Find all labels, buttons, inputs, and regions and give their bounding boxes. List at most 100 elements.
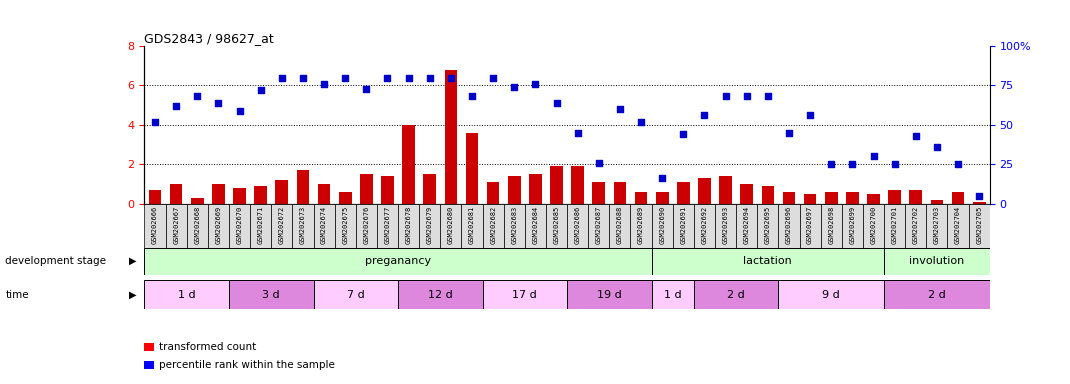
Text: GSM202698: GSM202698 xyxy=(828,206,835,244)
Bar xyxy=(275,180,288,204)
Text: GSM202691: GSM202691 xyxy=(681,206,686,244)
Text: time: time xyxy=(5,290,29,300)
Bar xyxy=(693,204,715,248)
Point xyxy=(337,74,354,81)
Text: 9 d: 9 d xyxy=(823,290,840,300)
Point xyxy=(632,119,649,125)
Bar xyxy=(567,280,652,309)
Point xyxy=(253,87,270,93)
Bar xyxy=(927,204,948,248)
Bar xyxy=(483,280,567,309)
Bar xyxy=(465,133,478,204)
Bar xyxy=(444,70,457,204)
Bar xyxy=(483,204,504,248)
Bar xyxy=(973,202,985,204)
Text: 7 d: 7 d xyxy=(347,290,365,300)
Bar xyxy=(144,280,229,309)
Bar xyxy=(736,204,758,248)
Point xyxy=(273,74,290,81)
Text: transformed count: transformed count xyxy=(159,342,257,352)
Text: 3 d: 3 d xyxy=(262,290,280,300)
Text: GSM202682: GSM202682 xyxy=(490,206,496,244)
Point xyxy=(844,161,861,167)
Bar xyxy=(144,204,166,248)
Text: GSM202697: GSM202697 xyxy=(807,206,813,244)
Point xyxy=(379,74,396,81)
Bar xyxy=(318,184,331,204)
Text: GSM202692: GSM202692 xyxy=(702,206,707,244)
Bar xyxy=(525,204,546,248)
Bar xyxy=(613,182,626,204)
Bar xyxy=(360,174,372,204)
Bar xyxy=(610,204,630,248)
Bar xyxy=(884,204,905,248)
Bar xyxy=(968,204,990,248)
Bar xyxy=(187,204,208,248)
Text: 1 d: 1 d xyxy=(664,290,682,300)
Text: GSM202669: GSM202669 xyxy=(215,206,221,244)
Text: 12 d: 12 d xyxy=(428,290,453,300)
Text: GSM202683: GSM202683 xyxy=(511,206,517,244)
Bar xyxy=(419,204,441,248)
Bar xyxy=(529,174,541,204)
Bar xyxy=(424,174,437,204)
Bar xyxy=(208,204,229,248)
Bar xyxy=(673,204,694,248)
Point xyxy=(611,106,628,112)
Text: GSM202667: GSM202667 xyxy=(173,206,179,244)
Text: GSM202681: GSM202681 xyxy=(469,206,475,244)
Bar xyxy=(779,204,799,248)
Point xyxy=(654,175,671,181)
Bar xyxy=(630,204,652,248)
Bar xyxy=(335,204,356,248)
Bar xyxy=(931,200,944,204)
Point xyxy=(506,84,523,90)
Bar xyxy=(693,280,779,309)
Point xyxy=(357,86,374,92)
Text: GSM202694: GSM202694 xyxy=(744,206,750,244)
Bar xyxy=(546,204,567,248)
Text: GSM202695: GSM202695 xyxy=(765,206,770,244)
Bar xyxy=(740,184,753,204)
Bar xyxy=(905,204,927,248)
Text: GSM202701: GSM202701 xyxy=(891,206,898,244)
Point xyxy=(738,93,755,99)
Bar xyxy=(719,176,732,204)
Text: GSM202676: GSM202676 xyxy=(364,206,369,244)
Bar xyxy=(149,190,162,204)
Point xyxy=(210,100,227,106)
Point xyxy=(865,153,882,159)
Bar xyxy=(652,280,693,309)
Text: GSM202690: GSM202690 xyxy=(659,206,666,244)
Bar xyxy=(170,184,183,204)
Bar xyxy=(398,204,419,248)
Text: 2 d: 2 d xyxy=(928,290,946,300)
Bar xyxy=(229,204,250,248)
Bar xyxy=(190,198,203,204)
Bar xyxy=(314,280,398,309)
Text: GSM202693: GSM202693 xyxy=(722,206,729,244)
Point xyxy=(400,74,417,81)
Text: GSM202675: GSM202675 xyxy=(342,206,348,244)
Bar xyxy=(250,204,272,248)
Bar xyxy=(212,184,225,204)
Point xyxy=(591,159,608,166)
Bar xyxy=(884,248,990,275)
Point xyxy=(760,93,777,99)
Bar xyxy=(508,176,521,204)
Point xyxy=(801,112,819,118)
Bar xyxy=(377,204,398,248)
Text: GSM202672: GSM202672 xyxy=(279,206,285,244)
Bar xyxy=(677,182,690,204)
Text: ▶: ▶ xyxy=(129,290,137,300)
Bar xyxy=(888,190,901,204)
Bar xyxy=(588,204,610,248)
Bar xyxy=(867,194,880,204)
Bar xyxy=(842,204,863,248)
Bar xyxy=(461,204,483,248)
Point xyxy=(886,161,903,167)
Bar xyxy=(782,192,795,204)
Point xyxy=(569,130,586,136)
Bar xyxy=(863,204,884,248)
Text: GSM202696: GSM202696 xyxy=(786,206,792,244)
